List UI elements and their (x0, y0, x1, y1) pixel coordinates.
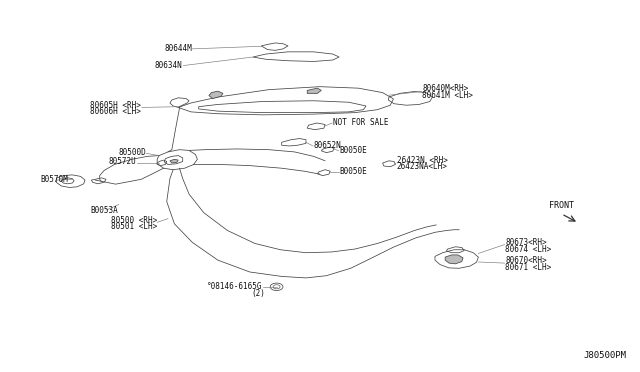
Polygon shape (445, 255, 463, 264)
Polygon shape (307, 88, 321, 93)
Text: 80652N: 80652N (314, 141, 341, 151)
Text: 80673<RH>: 80673<RH> (505, 238, 547, 247)
Text: B0050E: B0050E (339, 146, 367, 155)
Text: 26423N <RH>: 26423N <RH> (397, 155, 447, 164)
Text: B0570M: B0570M (40, 175, 68, 184)
Text: 26423NA<LH>: 26423NA<LH> (397, 162, 447, 171)
Polygon shape (170, 159, 178, 163)
Text: 80634N: 80634N (155, 61, 182, 70)
Text: 80606H <LH>: 80606H <LH> (90, 108, 141, 116)
Text: 80500 <RH>: 80500 <RH> (111, 216, 157, 225)
Text: FRONT: FRONT (549, 201, 574, 210)
Text: B0050E: B0050E (339, 167, 367, 176)
Text: 80640M<RH>: 80640M<RH> (422, 84, 468, 93)
Polygon shape (209, 91, 223, 99)
Text: 80674 <LH>: 80674 <LH> (505, 244, 552, 253)
Text: 80572U: 80572U (109, 157, 137, 166)
Text: (2): (2) (252, 289, 266, 298)
Text: 80670<RH>: 80670<RH> (505, 256, 547, 265)
Text: NOT FOR SALE: NOT FOR SALE (333, 119, 388, 128)
Text: 80501 <LH>: 80501 <LH> (111, 222, 157, 231)
Text: °08146-6165G: °08146-6165G (207, 282, 262, 291)
Text: 80644M: 80644M (164, 44, 192, 53)
Text: 80641M <LH>: 80641M <LH> (422, 91, 473, 100)
Text: 80671 <LH>: 80671 <LH> (505, 263, 552, 272)
Text: J80500PM: J80500PM (584, 351, 627, 360)
Text: 80500D: 80500D (118, 148, 147, 157)
Text: B0053A: B0053A (90, 206, 118, 215)
Text: 80605H <RH>: 80605H <RH> (90, 101, 141, 110)
